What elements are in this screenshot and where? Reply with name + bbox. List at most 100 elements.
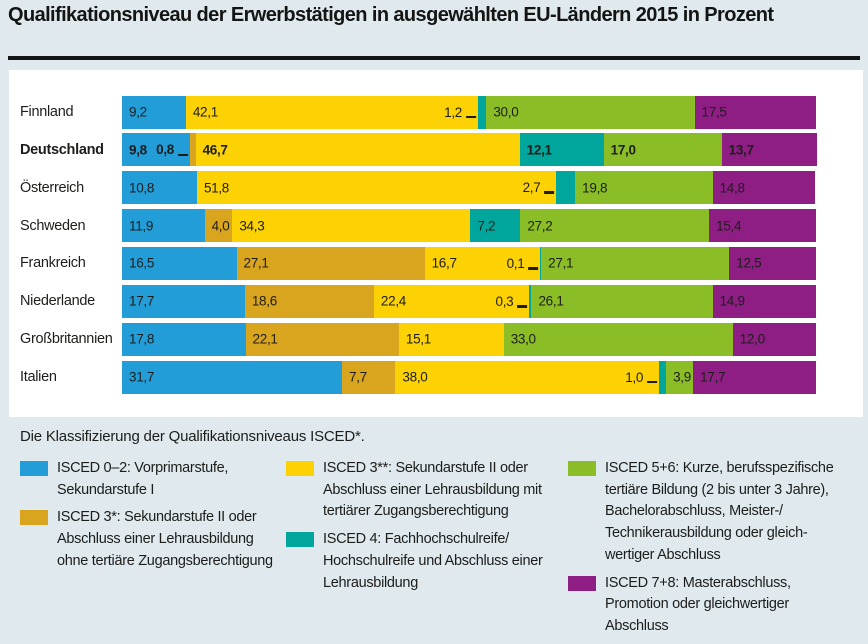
bar-value-leader-label: 0,3 bbox=[496, 285, 528, 318]
country-label: Italien bbox=[20, 369, 57, 386]
bar-segment-teal bbox=[529, 284, 532, 318]
bar-segment-teal bbox=[540, 246, 542, 280]
bar-segment-green bbox=[575, 171, 713, 205]
bar-value-label: 26,1 bbox=[538, 293, 564, 309]
legend-swatch-ochre bbox=[20, 510, 48, 526]
bar-segment-blue bbox=[122, 284, 245, 318]
bar-segment-green bbox=[666, 360, 694, 394]
country-label: Großbritannien bbox=[20, 331, 113, 348]
bar-segment-yellow bbox=[398, 322, 504, 356]
bar-segment-blue bbox=[122, 95, 186, 129]
bar-value-label: 17,7 bbox=[700, 369, 726, 385]
country-label: Frankreich bbox=[20, 255, 86, 272]
legend-item-green: ISCED 5+6: Kurze, berufsspezifische terti… bbox=[568, 458, 834, 567]
bar-row-finnland: Finnland 9,2 42,1 1,2 30,0 17,5 bbox=[9, 95, 863, 129]
bar-value-label: 17,8 bbox=[129, 331, 155, 347]
stacked-bar: 11,9 4,0 34,3 7,2 27,2 15,4 bbox=[122, 209, 822, 243]
bar-value-leader-label: 0,1 bbox=[507, 247, 539, 280]
bar-value-label: 30,0 bbox=[493, 104, 519, 120]
bar-value-label: 27,2 bbox=[527, 218, 553, 234]
leader-dash-icon bbox=[544, 191, 555, 194]
bar-segment-teal bbox=[478, 95, 487, 129]
legend-column: ISCED 0–2: Vorprimarstufe, Sekundarstufe … bbox=[20, 458, 273, 579]
legend-item-label: ISCED 0–2: Vorprimarstufe, Sekundarstufe … bbox=[57, 460, 229, 498]
leader-dash-icon bbox=[466, 115, 477, 119]
bar-value-label: 9,8 bbox=[129, 142, 147, 158]
country-label: Schweden bbox=[20, 217, 86, 234]
bar-value-label: 1,2 bbox=[444, 104, 463, 120]
bar-value-label: 17,7 bbox=[129, 293, 155, 309]
bar-value-label: 2,7 bbox=[522, 180, 541, 196]
bar-segment-yellow bbox=[373, 284, 530, 318]
stacked-bar: 16,5 27,1 16,7 0,1 27,1 12,5 bbox=[122, 246, 822, 280]
legend-swatch-green bbox=[568, 461, 596, 476]
legend-item-label: ISCED 3*: Sekundarstufe II oder Abschluss… bbox=[57, 509, 273, 569]
bar-segment-ochre bbox=[236, 246, 425, 280]
bar-segment-green bbox=[503, 322, 733, 356]
bar-row-grossbritannien: Großbritannien 17,8 22,1 15,1 33,0 12,0 bbox=[9, 322, 863, 356]
country-label: Niederlande bbox=[20, 293, 95, 310]
stacked-bar: 9,2 42,1 1,2 30,0 17,5 bbox=[122, 95, 822, 129]
bar-segment-purple bbox=[721, 133, 817, 167]
bar-segment-yellow bbox=[424, 246, 541, 280]
legend-swatch-yellow bbox=[286, 461, 314, 476]
country-label: Finnland bbox=[20, 104, 74, 120]
bar-segment-blue bbox=[122, 133, 190, 167]
legend-item-blue: ISCED 0–2: Vorprimarstufe, Sekundarstufe … bbox=[20, 458, 273, 501]
bar-value-label: 7,2 bbox=[477, 218, 496, 234]
legend-item-teal: ISCED 4: Fachhochschulreife/Hochschulrei… bbox=[286, 529, 543, 594]
bar-row-italien: Italien 31,7 7,7 38,0 1,0 3,9 17,7 bbox=[9, 360, 863, 394]
legend-swatch-purple bbox=[568, 575, 596, 591]
bar-segment-yellow bbox=[185, 95, 479, 129]
bar-segment-yellow bbox=[196, 171, 557, 205]
bar-value-label: 7,7 bbox=[348, 369, 367, 385]
bar-value-label: 17,0 bbox=[610, 142, 636, 158]
bar-segment-yellow bbox=[232, 209, 471, 243]
bar-segment-green bbox=[531, 284, 713, 318]
bar-value-label: 0,8 bbox=[156, 142, 174, 158]
bar-segment-yellow bbox=[195, 133, 520, 167]
bar-value-label: 18,6 bbox=[251, 293, 277, 309]
bar-segment-teal bbox=[659, 360, 667, 394]
bar-segment-purple bbox=[693, 360, 816, 394]
bar-value-label: 19,8 bbox=[582, 180, 608, 196]
legend-item-label: ISCED 3**: Sekundarstufe II oder Abschlus… bbox=[323, 460, 542, 520]
bar-value-label: 42,1 bbox=[192, 104, 218, 120]
title-divider bbox=[8, 56, 860, 60]
legend-item-label: ISCED 5+6: Kurze, berufsspezifische terti… bbox=[605, 460, 834, 563]
bar-value-leader-label: 1,2 bbox=[444, 96, 477, 129]
legend-swatch-blue bbox=[20, 461, 48, 476]
bar-value-label: 11,9 bbox=[129, 218, 154, 234]
bar-value-label: 4,0 bbox=[211, 218, 230, 234]
stacked-bar: 17,7 18,6 22,4 0,3 26,1 14,9 bbox=[122, 284, 822, 318]
bar-value-label: 16,5 bbox=[129, 255, 155, 271]
legend-column: ISCED 3**: Sekundarstufe II oder Abschlus… bbox=[286, 458, 543, 600]
bar-segment-green bbox=[520, 209, 710, 243]
bar-value-label: 13,7 bbox=[728, 142, 754, 158]
bar-row-frankreich: Frankreich 16,5 27,1 16,7 0,1 27,1 12,5 bbox=[9, 246, 863, 280]
bar-value-label: 38,0 bbox=[402, 369, 428, 385]
legend-item-purple: ISCED 7+8: Masterabschluss, Promotion ode… bbox=[568, 573, 833, 638]
bar-row-niederlande: Niederlande 17,7 18,6 22,4 0,3 26,1 14,9 bbox=[9, 284, 863, 318]
bar-value-label: 16,7 bbox=[431, 255, 457, 271]
legend-item-label: ISCED 4: Fachhochschulreife/Hochschulrei… bbox=[323, 531, 543, 591]
bar-value-label: 15,1 bbox=[405, 331, 431, 347]
bar-segment-ochre bbox=[244, 284, 374, 318]
bar-value-label: 1,0 bbox=[625, 369, 644, 385]
bar-value-label: 17,5 bbox=[701, 104, 727, 120]
bar-segment-green bbox=[486, 95, 695, 129]
bar-value-label: 14,8 bbox=[719, 180, 745, 196]
bar-row-schweden: Schweden 11,9 4,0 34,3 7,2 27,2 15,4 bbox=[9, 209, 863, 243]
legend-item-label: ISCED 7+8: Masterabschluss, Promotion ode… bbox=[605, 574, 791, 634]
bar-segment-purple bbox=[709, 209, 816, 243]
bar-segment-blue bbox=[122, 360, 342, 394]
leader-dash-icon bbox=[178, 153, 188, 157]
bar-value-label: 12,1 bbox=[526, 142, 552, 158]
bar-value-label: 9,2 bbox=[129, 104, 147, 120]
stacked-bar: 31,7 7,7 38,0 1,0 3,9 17,7 bbox=[122, 360, 822, 394]
bar-segment-teal bbox=[519, 133, 604, 167]
legend-item-yellow: ISCED 3**: Sekundarstufe II oder Abschlus… bbox=[286, 458, 543, 523]
legend-swatch-teal bbox=[286, 532, 314, 548]
bar-value-label: 12,0 bbox=[739, 331, 765, 347]
page-title: Qualifikationsniveau der Erwerbstätigen … bbox=[8, 4, 774, 26]
